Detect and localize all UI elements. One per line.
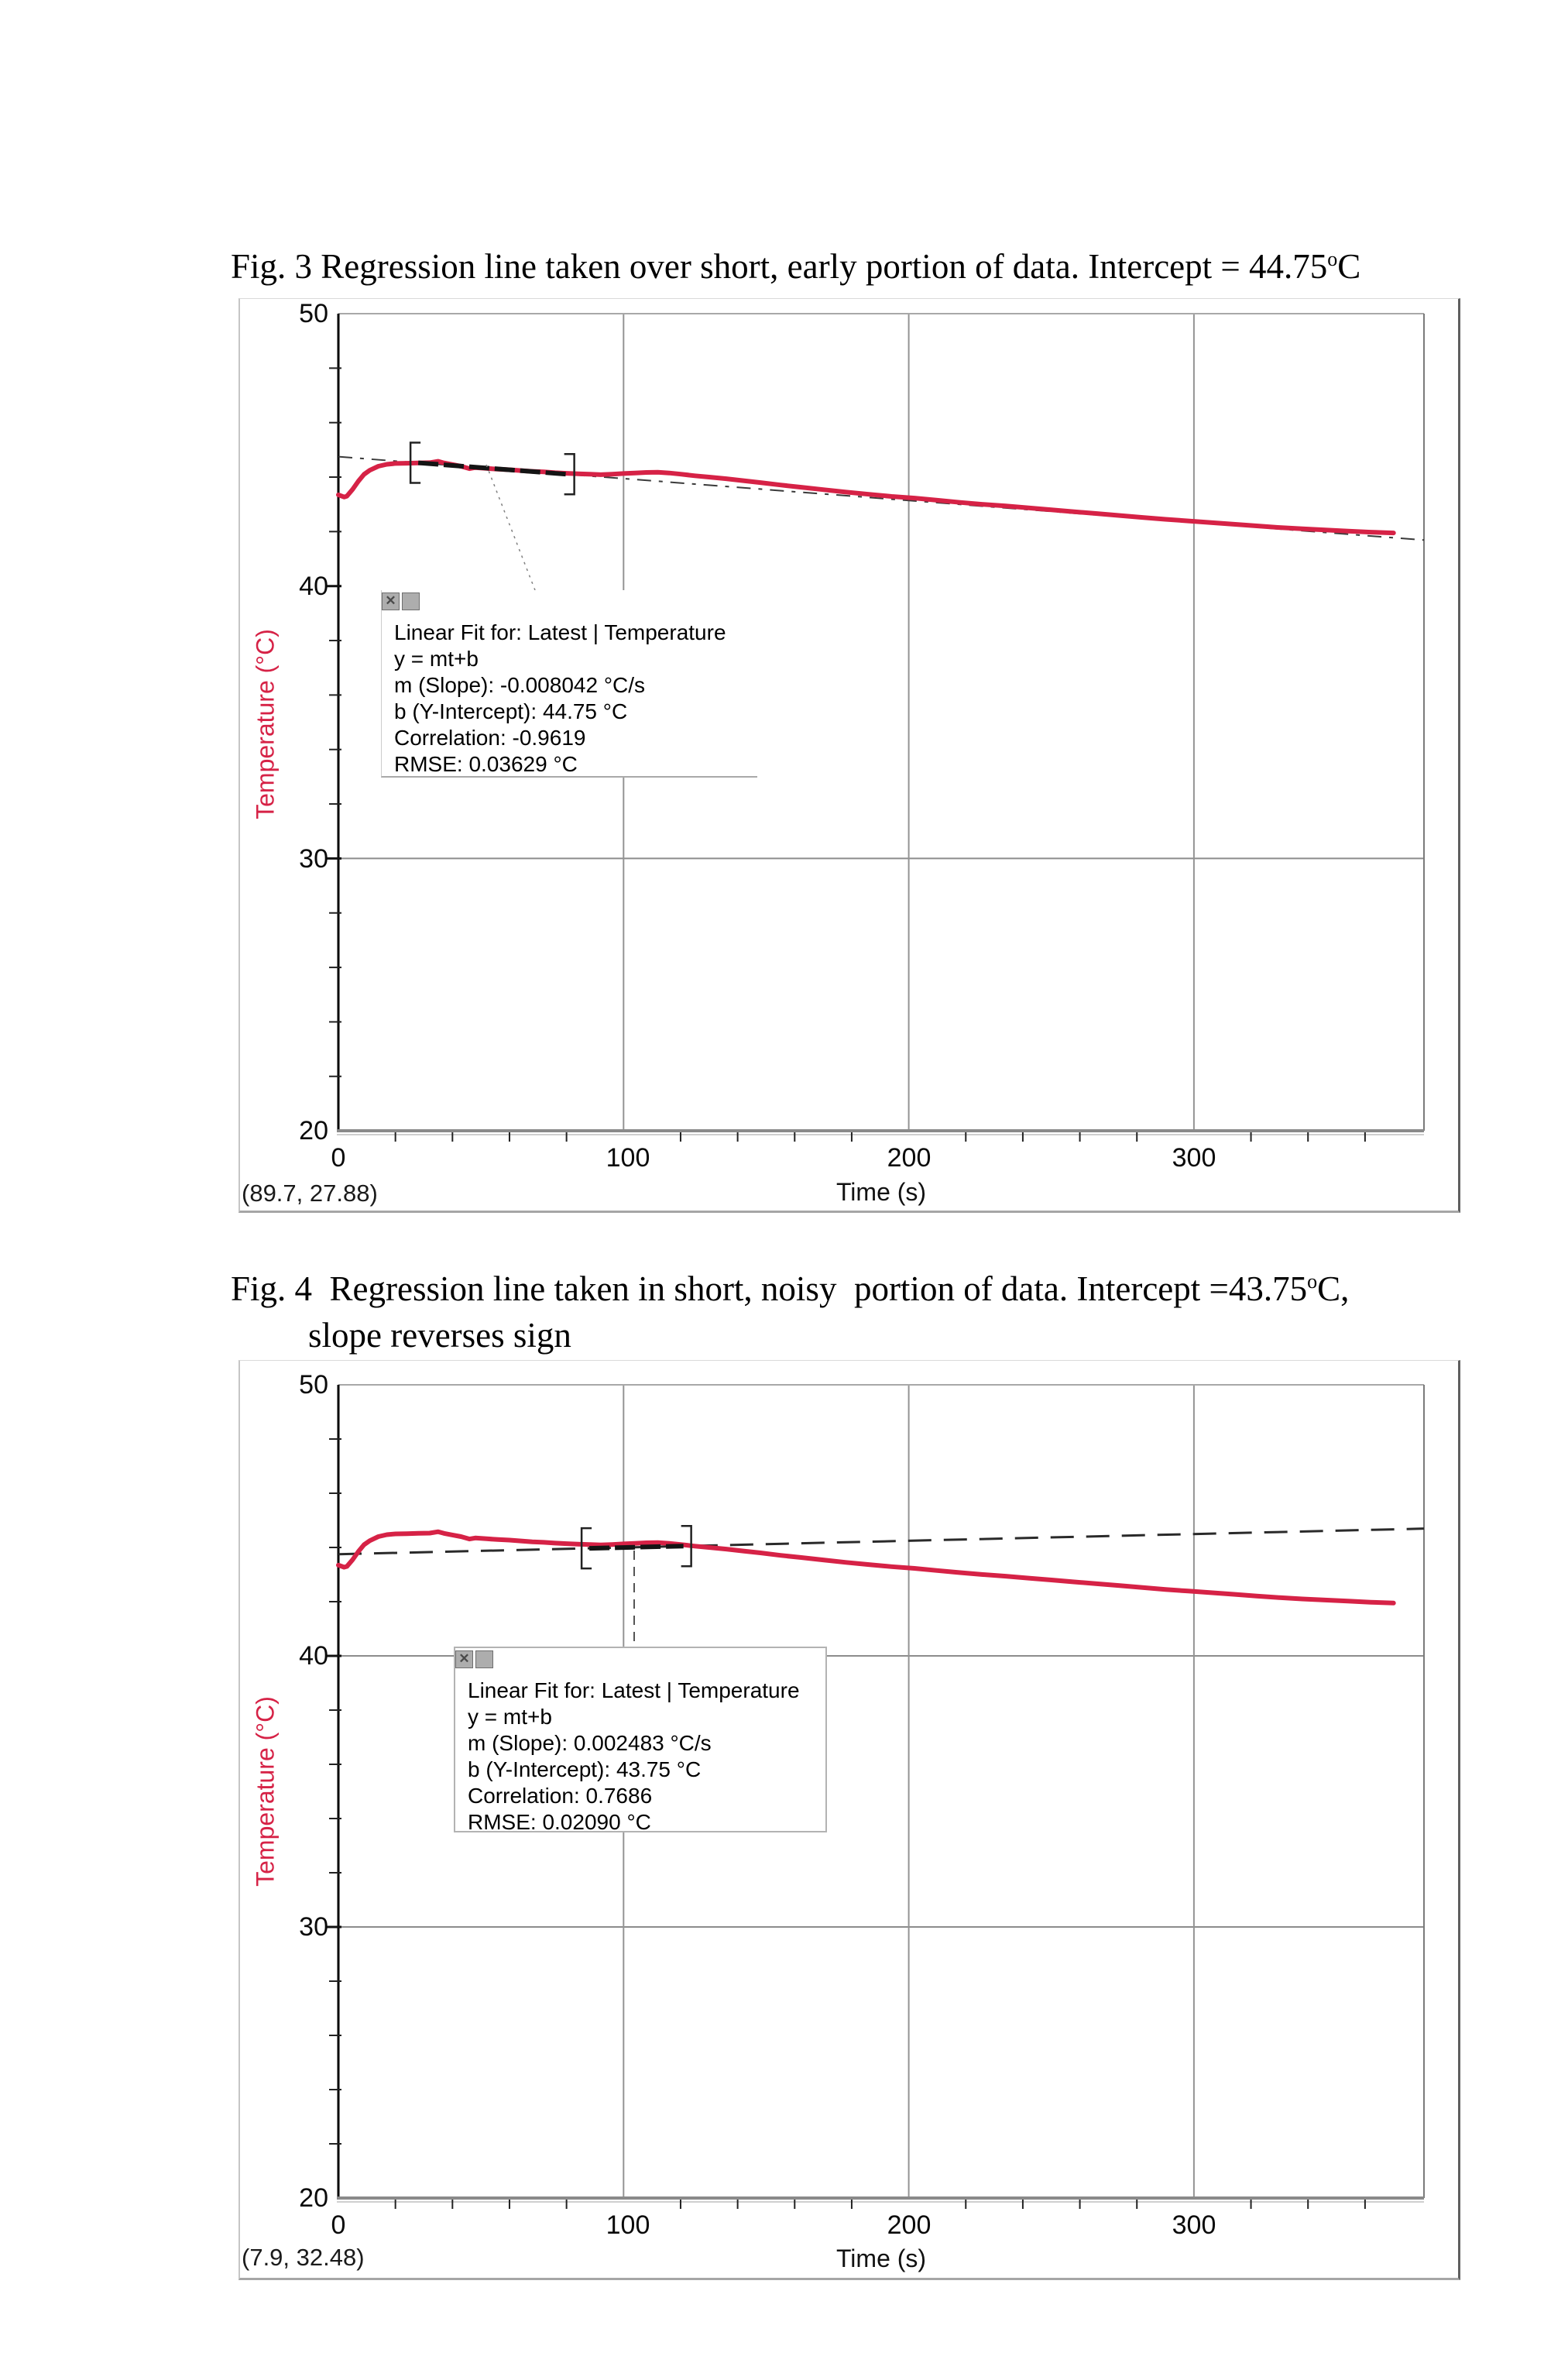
fig3-xtick-0: 0	[331, 1143, 346, 1173]
fig3-x-axis-title: Time (s)	[835, 1178, 927, 1206]
fig4-caption-label: Fig. 4	[231, 1269, 313, 1308]
fig3-fit-box-controls: ✕	[382, 592, 420, 610]
temperature-curve	[336, 459, 1396, 536]
fit-intercept: b (Y-Intercept): 44.75 °C	[394, 699, 628, 723]
fig3-caption-label: Fig. 3	[231, 247, 313, 286]
fig3-xtick-200: 200	[887, 1143, 932, 1173]
fit-equation: y = mt+b	[394, 647, 479, 671]
fit-correlation: Correlation: 0.7686	[468, 1784, 653, 1808]
fig4-caption: Fig. 4 Regression line taken in short, n…	[231, 1269, 1349, 1309]
fig4-caption-tail: C,	[1317, 1269, 1350, 1308]
fig3-xtick-100: 100	[606, 1143, 650, 1173]
fig3-xtick-300: 300	[1172, 1143, 1216, 1173]
panel-icon[interactable]	[475, 1650, 493, 1668]
selection-bracket-left	[409, 441, 421, 484]
fig4-chart-window	[238, 1360, 1460, 2280]
selection-bracket-right	[564, 453, 575, 496]
fig4-fit-box-controls: ✕	[455, 1650, 493, 1668]
fig4-xtick-0: 0	[331, 2210, 346, 2240]
selection-bracket-left	[580, 1527, 592, 1570]
fig3-ytick-30: 30	[299, 844, 328, 874]
fig4-x-axis-title: Time (s)	[835, 2245, 927, 2272]
fig4-ytick-50: 50	[299, 1370, 328, 1400]
fig4-xtick-200: 200	[887, 2210, 932, 2240]
fig4-ytick-20: 20	[299, 2183, 328, 2213]
fig4-xtick-300: 300	[1172, 2210, 1216, 2240]
fig4-y-axis-title: Temperature (°C)	[251, 1696, 280, 1887]
panel-icon[interactable]	[402, 592, 420, 610]
fig4-ytick-40: 40	[299, 1641, 328, 1671]
fig3-y-axis-title: Temperature (°C)	[251, 629, 280, 819]
selection-bracket-right	[681, 1524, 692, 1568]
fit-rmse: RMSE: 0.03629 °C	[394, 752, 578, 776]
fig4-cursor-readout: (7.9, 32.48)	[242, 2244, 365, 2271]
selected-fit-segment	[589, 1544, 684, 1551]
fig3-linear-fit-box: ✕ Linear Fit for: Latest | Temperature y…	[381, 590, 757, 778]
fit-slope: m (Slope): 0.002483 °C/s	[468, 1731, 712, 1755]
fig4-linear-fit-box: ✕ Linear Fit for: Latest | Temperature y…	[454, 1647, 827, 1834]
fit-line-title: Linear Fit for: Latest | Temperature	[394, 620, 726, 644]
regression-line	[338, 1527, 1425, 1556]
fit-rmse: RMSE: 0.02090 °C	[468, 1810, 651, 1834]
fig4-caption-line2: slope reverses sign	[308, 1316, 571, 1355]
fig4-xtick-100: 100	[606, 2210, 650, 2240]
fig3-ytick-20: 20	[299, 1116, 328, 1145]
fig4-plot	[325, 1384, 1425, 2209]
fit-box-pointer-line	[485, 464, 536, 591]
fig4-caption-sup: o	[1307, 1270, 1318, 1293]
fit-correlation: Correlation: -0.9619	[394, 726, 586, 750]
fig3-cursor-readout: (89.7, 27.88)	[242, 1180, 378, 1207]
fit-line-title: Linear Fit for: Latest | Temperature	[468, 1678, 800, 1702]
fit-intercept: b (Y-Intercept): 43.75 °C	[468, 1757, 702, 1781]
fit-slope: m (Slope): -0.008042 °C/s	[394, 673, 646, 697]
temperature-curve	[336, 1529, 1396, 1606]
fig4-caption-body: Regression line taken in short, noisy po…	[312, 1269, 1308, 1308]
fig3-caption-tail: C	[1337, 247, 1361, 286]
fig3-ytick-40: 40	[299, 572, 328, 601]
fit-equation: y = mt+b	[468, 1705, 552, 1729]
fig4-ytick-30: 30	[299, 1912, 328, 1942]
fig3-caption-body: Regression line taken over short, early …	[312, 247, 1328, 286]
close-icon[interactable]: ✕	[382, 592, 400, 610]
close-icon[interactable]: ✕	[455, 1650, 473, 1668]
fig3-ytick-50: 50	[299, 299, 328, 328]
fig3-caption: Fig. 3 Regression line taken over short,…	[231, 246, 1360, 287]
fig3-caption-sup: o	[1327, 248, 1338, 270]
